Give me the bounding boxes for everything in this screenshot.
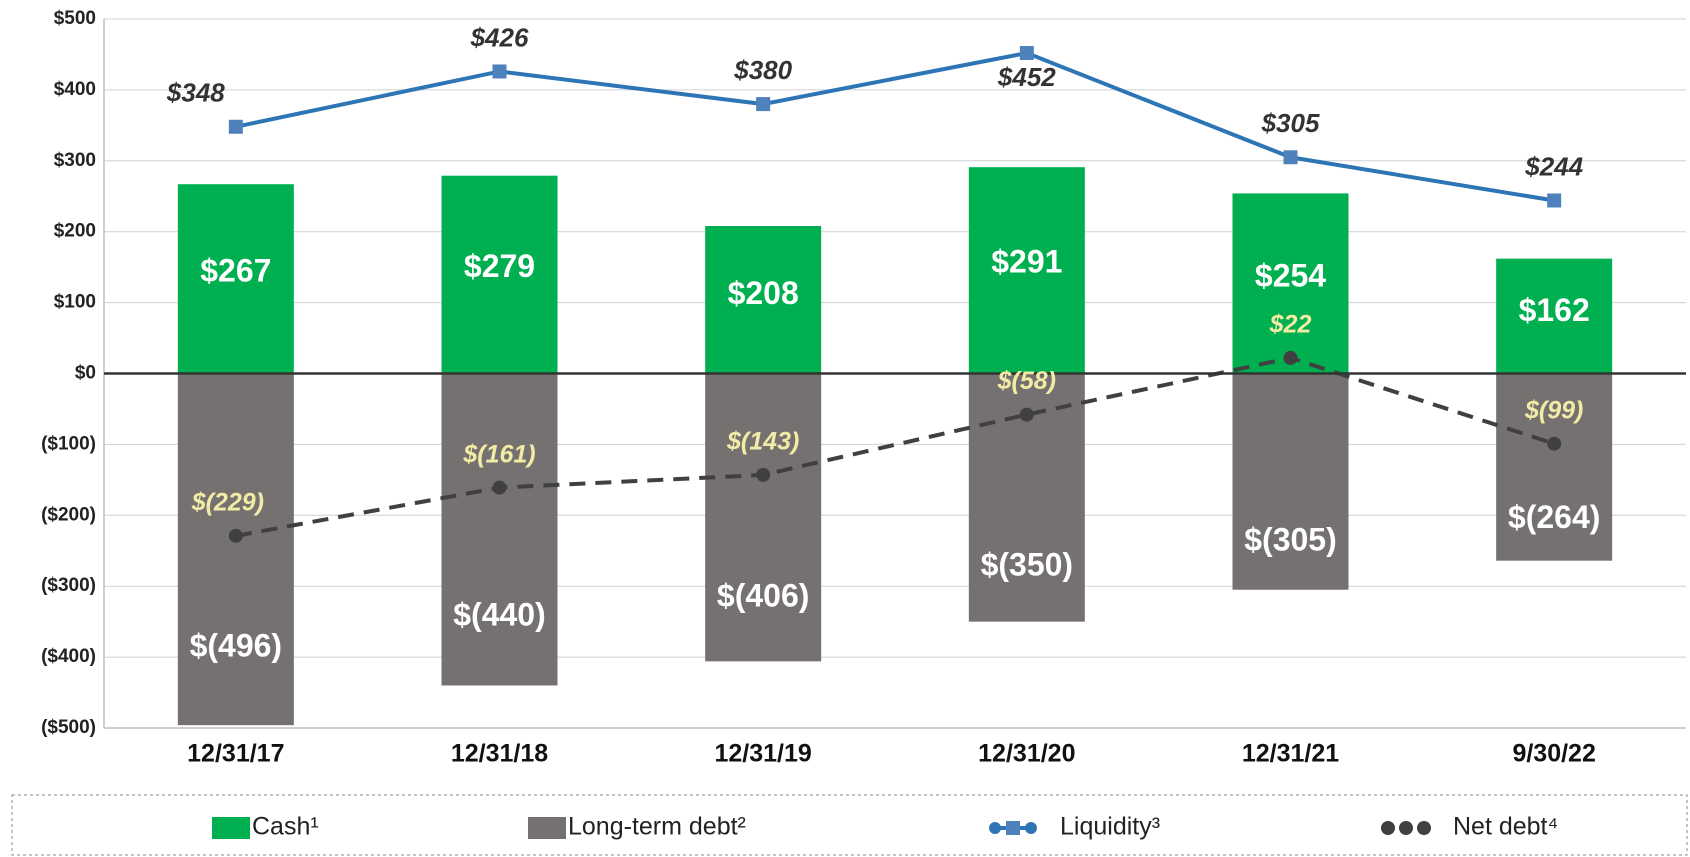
legend-swatch [1399,821,1413,835]
legend-swatch [528,817,566,839]
legend-box [11,794,1688,856]
y-tick-label: $300 [54,150,96,171]
marker [756,467,771,482]
x-tick-label: 9/30/22 [1512,740,1595,768]
y-tick-label: ($500) [41,717,96,738]
marker [228,119,243,134]
y-tick-label: ($400) [41,646,96,667]
bar [705,373,822,662]
legend-label: Net debt⁴ [1453,813,1558,841]
y-tick-label: $500 [54,8,96,29]
data-label: $(406) [717,577,810,613]
legend-label: Long-term debt² [568,813,746,841]
marker [1547,436,1562,451]
y-tick-label: ($300) [41,575,96,596]
data-label: $(99) [1524,396,1583,424]
data-label: $(264) [1508,499,1601,535]
data-label: $291 [991,244,1062,280]
data-label: $(496) [190,627,283,663]
legend-swatch [1417,821,1431,835]
bar [968,167,1085,374]
data-label: $(143) [726,427,799,455]
x-tick-label: 12/31/21 [1242,740,1339,768]
legend-swatch [989,822,1001,834]
data-label: $244 [1524,151,1583,181]
legend-label: Cash¹ [252,813,319,841]
bar [1496,258,1613,374]
y-tick-label: $0 [75,363,96,384]
data-label: $452 [997,62,1056,92]
legend-swatch [1025,822,1037,834]
data-label: $267 [200,253,271,289]
data-label: $162 [1519,292,1590,328]
line [235,355,1555,538]
data-label: $(58) [997,367,1056,395]
data-label: $208 [728,275,799,311]
data-label: $426 [470,22,529,52]
marker [1019,46,1034,61]
marker [1283,150,1298,165]
bar [1232,373,1349,590]
data-label: $(350) [981,547,1074,583]
marker [1283,350,1298,365]
data-label: $(440) [453,596,546,632]
x-tick-label: 12/31/20 [978,740,1075,768]
y-tick-label: $100 [54,292,96,313]
data-label: $(161) [462,440,535,468]
legend-swatch [1381,821,1395,835]
marker [1019,407,1034,422]
x-tick-label: 12/31/18 [451,740,548,768]
marker [492,64,507,79]
x-tick-label: 12/31/19 [715,740,812,768]
data-label: $(305) [1244,522,1337,558]
bar [177,184,294,374]
bar [705,226,822,374]
bar [441,373,558,686]
y-tick-label: $200 [54,221,96,242]
line [235,50,1555,203]
data-label: $305 [1261,108,1320,138]
data-label: $22 [1269,311,1312,339]
bar [1496,373,1613,561]
bar [177,373,294,726]
y-tick-label: ($200) [41,504,96,525]
y-tick-label: ($100) [41,433,96,454]
legend-swatch [212,817,250,839]
data-label: $(229) [191,488,264,516]
data-label: $279 [464,248,535,284]
data-label: $348 [166,78,225,108]
marker [492,480,507,495]
bar [441,175,558,374]
bar [1232,193,1349,374]
data-label: $254 [1255,258,1326,294]
legend-label: Liquidity³ [1060,813,1160,841]
data-label: $380 [733,55,792,85]
marker [756,97,771,112]
legend-swatch [1006,821,1020,835]
marker [1547,193,1562,208]
x-tick-label: 12/31/17 [187,740,284,768]
y-tick-label: $400 [54,79,96,100]
marker [228,528,243,543]
